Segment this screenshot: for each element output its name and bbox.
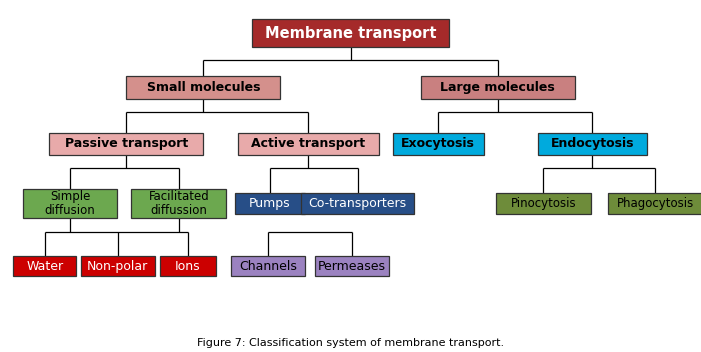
FancyBboxPatch shape <box>538 133 647 155</box>
Text: Exocytosis: Exocytosis <box>401 137 475 150</box>
FancyBboxPatch shape <box>238 133 379 155</box>
Text: Figure 7: Classification system of membrane transport.: Figure 7: Classification system of membr… <box>197 339 504 348</box>
Text: Permeases: Permeases <box>318 260 386 273</box>
Text: Large molecules: Large molecules <box>440 81 555 94</box>
FancyBboxPatch shape <box>231 256 304 276</box>
Text: Ions: Ions <box>175 260 200 273</box>
FancyBboxPatch shape <box>393 133 484 155</box>
Text: Co-transporters: Co-transporters <box>308 197 407 210</box>
FancyBboxPatch shape <box>301 193 414 214</box>
Text: Small molecules: Small molecules <box>147 81 260 94</box>
Text: Phagocytosis: Phagocytosis <box>617 197 694 210</box>
FancyBboxPatch shape <box>81 256 155 276</box>
Text: Channels: Channels <box>239 260 297 273</box>
Text: Active transport: Active transport <box>252 137 365 150</box>
FancyBboxPatch shape <box>235 193 305 214</box>
Text: Pinocytosis: Pinocytosis <box>510 197 576 210</box>
FancyBboxPatch shape <box>13 256 76 276</box>
Text: Passive transport: Passive transport <box>64 137 188 150</box>
FancyBboxPatch shape <box>22 189 118 218</box>
FancyBboxPatch shape <box>160 256 216 276</box>
FancyBboxPatch shape <box>496 193 590 214</box>
FancyBboxPatch shape <box>252 19 449 47</box>
Text: Membrane transport: Membrane transport <box>265 26 436 40</box>
Text: Simple
diffusion: Simple diffusion <box>45 190 95 217</box>
Text: Pumps: Pumps <box>249 197 291 210</box>
Text: Water: Water <box>27 260 63 273</box>
FancyBboxPatch shape <box>421 76 575 99</box>
Text: Facilitated
diffussion: Facilitated diffussion <box>149 190 209 217</box>
Text: Non-polar: Non-polar <box>87 260 149 273</box>
FancyBboxPatch shape <box>132 189 226 218</box>
Text: Endocytosis: Endocytosis <box>550 137 634 150</box>
FancyBboxPatch shape <box>315 256 388 276</box>
FancyBboxPatch shape <box>49 133 203 155</box>
FancyBboxPatch shape <box>126 76 280 99</box>
FancyBboxPatch shape <box>608 193 701 214</box>
